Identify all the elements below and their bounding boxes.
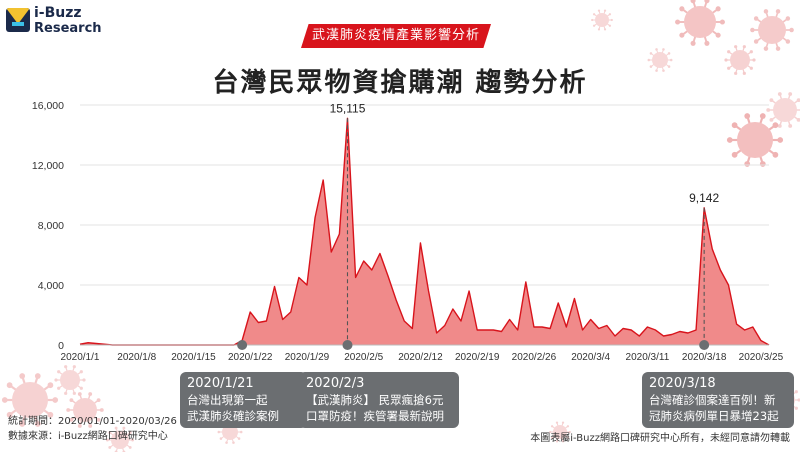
x-tick-label: 2020/3/4 (571, 352, 610, 363)
event-marker (237, 340, 248, 350)
x-tick-label: 2020/1/8 (117, 352, 156, 363)
series-area (80, 118, 769, 345)
callout-mar18: 2020/3/18 台灣確診個案達百例！新 冠肺炎病例單日暴增23起 (642, 372, 794, 428)
x-tick-label: 2020/2/19 (455, 352, 500, 363)
chart-title: 台灣民眾物資搶購潮 趨勢分析 (212, 68, 588, 98)
data-source: 數據來源：i-Buzz網路口碑研究中心 (8, 431, 168, 442)
x-tick-label: 2020/1/15 (171, 352, 216, 363)
callout-date: 2020/3/18 (649, 376, 716, 391)
x-tick-label: 2020/2/12 (398, 352, 443, 363)
callout-line: 台灣確診個案達百例！新 (649, 393, 776, 407)
callout-jan21: 2020/1/21 台灣出現第一起 武漢肺炎確診案例 (180, 372, 307, 428)
virus-decoration-icon (105, 426, 135, 452)
virus-decoration-icon (675, 0, 725, 46)
topic-banner: 武漢肺炎疫情產業影響分析 (301, 24, 491, 48)
y-tick-label: 12,000 (32, 160, 64, 172)
y-tick-label: 0 (58, 340, 64, 352)
callout-line: 武漢肺炎確診案例 (187, 409, 279, 423)
virus-decoration-icon (724, 45, 756, 75)
peak-value-label: 15,115 (330, 101, 366, 115)
x-tick-label: 2020/1/22 (228, 352, 273, 363)
copyright-note: 本圖表屬i-Buzz網路口碑研究中心所有，未經同意請勿轉載 (530, 433, 790, 444)
y-tick-label: 4,000 (38, 280, 64, 292)
x-tick-label: 2020/2/26 (512, 352, 557, 363)
logo-mark-icon (6, 8, 30, 32)
x-tick-label: 2020/1/29 (285, 352, 330, 363)
callout-line: 口罩防疫！疾管署最新說明 (306, 409, 444, 423)
callout-date: 2020/1/21 (187, 376, 254, 391)
virus-decoration-icon (647, 48, 673, 72)
footer-left: 統計期間：2020/01/01-2020/03/26 數據來源：i-Buzz網路… (8, 414, 177, 444)
callout-line: 冠肺炎病例單日暴增23起 (649, 409, 779, 423)
x-tick-label: 2020/3/18 (682, 352, 727, 363)
callout-line: 【武漢肺炎】 民眾瘋搶6元 (306, 393, 444, 407)
x-tick-label: 2020/3/25 (739, 352, 784, 363)
x-tick-label: 2020/3/11 (626, 352, 670, 363)
event-marker (342, 340, 353, 350)
x-tick-label: 2020/2/5 (344, 352, 383, 363)
virus-decoration-icon (1, 373, 59, 427)
x-tick-label: 2020/1/1 (61, 352, 100, 363)
virus-decoration-icon (750, 9, 794, 51)
ibuzz-logo: i-Buzz Research (6, 6, 116, 40)
virus-decoration-icon (766, 92, 800, 128)
event-marker (699, 340, 710, 350)
peak-value-label: 9,142 (689, 191, 719, 205)
callout-date: 2020/2/3 (306, 376, 365, 391)
stat-period: 統計期間：2020/01/01-2020/03/26 (8, 416, 177, 427)
y-tick-label: 8,000 (38, 220, 64, 232)
virus-decoration-icon (54, 365, 86, 395)
callout-line: 台灣出現第一起 (187, 393, 268, 407)
virus-decoration-icon (66, 392, 104, 428)
logo-line1: i-Buzz (34, 5, 82, 21)
logo-line2: Research (34, 21, 102, 36)
virus-decoration-icon (549, 421, 571, 443)
callout-feb3: 2020/2/3 【武漢肺炎】 民眾瘋搶6元 口罩防疫！疾管署最新說明 (299, 372, 459, 428)
virus-decoration-icon (591, 9, 613, 31)
y-tick-label: 16,000 (32, 100, 64, 112)
